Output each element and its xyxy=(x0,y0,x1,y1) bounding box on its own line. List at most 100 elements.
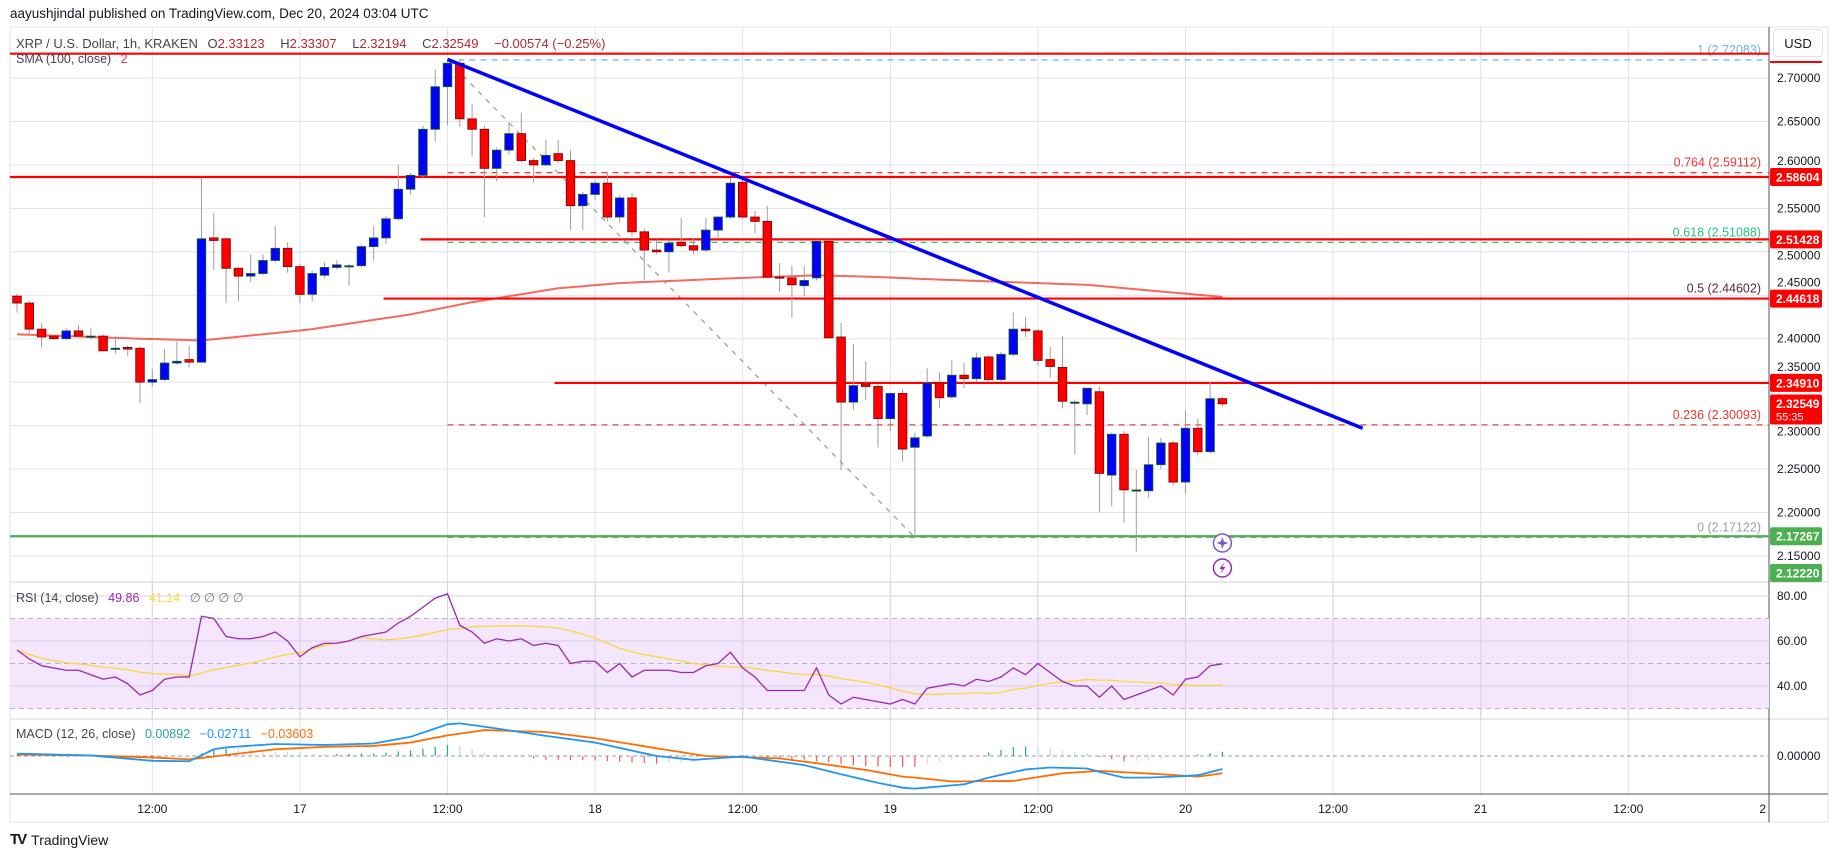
candle[interactable] xyxy=(947,360,957,399)
candle[interactable] xyxy=(1070,399,1080,455)
price-tag[interactable]: 2.12220 xyxy=(1770,564,1822,582)
candle[interactable] xyxy=(455,59,465,127)
candle[interactable] xyxy=(934,372,945,409)
candle[interactable] xyxy=(430,69,440,142)
candle[interactable] xyxy=(787,265,797,318)
candle[interactable] xyxy=(848,343,859,410)
candle[interactable] xyxy=(1057,336,1068,409)
candle[interactable] xyxy=(381,216,391,244)
candle[interactable] xyxy=(528,157,539,183)
price-tag[interactable]: 2.17267 xyxy=(1770,527,1822,546)
candle[interactable] xyxy=(676,217,686,248)
candle[interactable] xyxy=(738,177,748,219)
candle[interactable] xyxy=(98,334,108,352)
candle[interactable] xyxy=(1131,469,1142,552)
candle[interactable] xyxy=(553,139,563,164)
candle[interactable] xyxy=(725,177,736,219)
candle[interactable] xyxy=(245,254,256,283)
candle[interactable] xyxy=(123,345,133,357)
candle[interactable] xyxy=(910,432,920,538)
candle[interactable] xyxy=(1033,329,1043,366)
candle[interactable] xyxy=(319,262,330,278)
candle[interactable] xyxy=(61,328,71,340)
candle[interactable] xyxy=(24,301,35,334)
candle[interactable] xyxy=(971,352,982,383)
candle[interactable] xyxy=(1156,437,1166,470)
candle[interactable] xyxy=(996,351,1006,383)
candle[interactable] xyxy=(627,192,637,237)
candle[interactable] xyxy=(135,346,145,404)
candle[interactable] xyxy=(701,217,711,252)
candle[interactable] xyxy=(651,239,662,255)
candle[interactable] xyxy=(824,239,834,339)
candle[interactable] xyxy=(418,125,428,179)
candle[interactable] xyxy=(897,389,908,462)
candle[interactable] xyxy=(516,112,527,163)
candle[interactable] xyxy=(209,212,219,271)
candle[interactable] xyxy=(442,59,453,125)
candle[interactable] xyxy=(1217,396,1228,407)
candle[interactable] xyxy=(491,147,502,182)
candle[interactable] xyxy=(393,164,404,221)
descending-trendline[interactable] xyxy=(446,57,1364,430)
candle[interactable] xyxy=(1205,381,1215,454)
candle[interactable] xyxy=(1094,386,1105,513)
rsi-legend[interactable]: RSI (14, close) 49.86 41.14 ∅ ∅ ∅ ∅ xyxy=(16,590,250,605)
macd-legend[interactable]: MACD (12, 26, close) 0.00892 −0.02711 −0… xyxy=(16,727,319,741)
candle[interactable] xyxy=(615,195,625,224)
candle[interactable] xyxy=(233,266,244,302)
candle[interactable] xyxy=(1008,312,1019,357)
candle[interactable] xyxy=(602,171,613,222)
candle[interactable] xyxy=(1168,441,1178,486)
candle[interactable] xyxy=(799,265,809,297)
sma-legend[interactable]: SMA (100, close) 2 xyxy=(16,52,134,66)
candle[interactable] xyxy=(861,361,871,400)
candle[interactable] xyxy=(332,260,342,270)
candle[interactable] xyxy=(664,239,674,273)
price-tag[interactable]: 2.58604 xyxy=(1770,168,1822,187)
candle[interactable] xyxy=(467,104,477,157)
candle[interactable] xyxy=(1180,410,1191,494)
currency-button[interactable]: USD xyxy=(1773,29,1823,57)
candle[interactable] xyxy=(479,125,490,218)
candle[interactable] xyxy=(688,238,699,255)
candle[interactable] xyxy=(184,345,194,368)
price-tag[interactable]: 2.34910 xyxy=(1770,373,1822,392)
candle[interactable] xyxy=(147,369,158,387)
candle[interactable] xyxy=(307,270,317,302)
candle[interactable] xyxy=(258,254,268,276)
candle[interactable] xyxy=(959,363,969,389)
candle[interactable] xyxy=(196,177,207,364)
candle[interactable] xyxy=(86,328,96,340)
candle[interactable] xyxy=(774,263,785,292)
symbol-title[interactable]: XRP / U.S. Dollar, 1h, KRAKEN xyxy=(16,36,198,51)
candle[interactable] xyxy=(159,349,170,382)
candle[interactable] xyxy=(750,210,760,234)
candle[interactable] xyxy=(282,242,293,273)
candle[interactable] xyxy=(873,383,883,448)
candle[interactable] xyxy=(73,324,84,337)
candle[interactable] xyxy=(762,205,773,279)
candle[interactable] xyxy=(565,150,576,231)
candle[interactable] xyxy=(221,237,231,304)
candle[interactable] xyxy=(1020,316,1031,337)
tradingview-logo[interactable]: TV TradingView xyxy=(10,831,109,848)
candle[interactable] xyxy=(984,355,994,383)
candle[interactable] xyxy=(1082,387,1092,416)
candle[interactable] xyxy=(36,323,47,348)
candle[interactable] xyxy=(368,225,379,261)
candle[interactable] xyxy=(713,216,723,239)
candle[interactable] xyxy=(541,139,551,167)
candle[interactable] xyxy=(12,293,22,313)
candle[interactable] xyxy=(836,323,846,470)
price-tag[interactable]: 2.51428 xyxy=(1770,230,1822,249)
candle[interactable] xyxy=(578,191,588,231)
candle[interactable] xyxy=(172,341,182,365)
candle[interactable] xyxy=(1107,432,1117,507)
candle[interactable] xyxy=(639,228,650,280)
candle[interactable] xyxy=(110,336,121,354)
candle[interactable] xyxy=(1143,436,1154,498)
candle[interactable] xyxy=(504,122,514,155)
